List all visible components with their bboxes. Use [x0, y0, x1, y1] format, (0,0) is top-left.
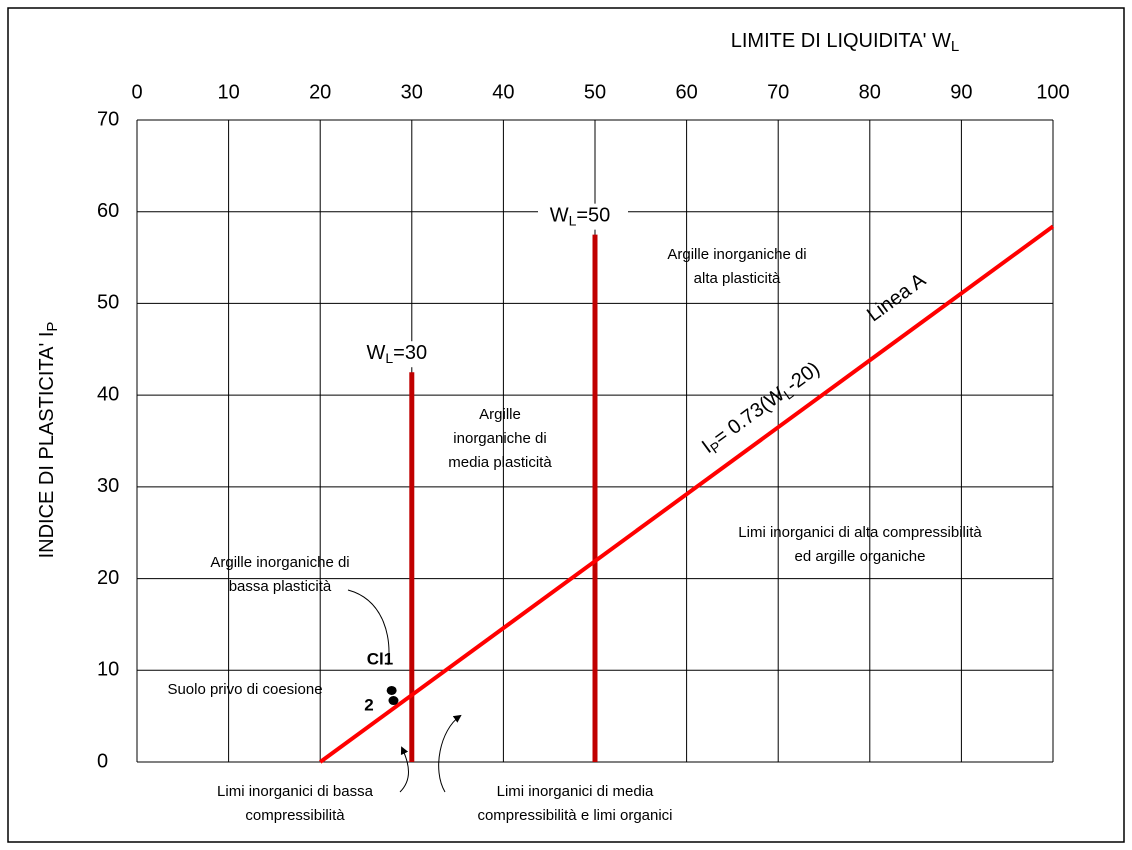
- x-tick-label: 0: [131, 81, 142, 103]
- annotation: Suolo privo di coesione: [167, 681, 322, 698]
- annotation: ed argille organiche: [795, 548, 926, 565]
- y-tick-label: 10: [97, 659, 119, 681]
- y-tick-label: 70: [97, 108, 119, 130]
- x-tick-label: 60: [675, 81, 697, 103]
- text-part: W: [366, 342, 385, 364]
- y-tick-label: 20: [97, 567, 119, 589]
- x-tick-label: 50: [584, 81, 606, 103]
- annotation: Limi inorganici di alta compressibilità: [738, 524, 982, 541]
- point-label: 2: [364, 695, 373, 714]
- annotation: inorganiche di: [453, 430, 546, 447]
- y-tick-label: 40: [97, 383, 119, 405]
- text-part: INDICE DI PLASTICITA' I: [36, 332, 58, 559]
- text-part: =50: [576, 205, 610, 227]
- x-tick-label: 20: [309, 81, 331, 103]
- point-label: Cl1: [367, 649, 393, 668]
- text-part: W: [550, 205, 569, 227]
- annotation: bassa plasticità: [229, 578, 332, 595]
- text-part: =30: [393, 342, 427, 364]
- annotation: Limi inorganici di media: [497, 783, 654, 800]
- label-background: [538, 203, 628, 230]
- subscript: L: [569, 212, 577, 228]
- annotation: Argille inorganiche di: [667, 246, 806, 263]
- y-axis-title: INDICE DI PLASTICITA' IP: [36, 322, 61, 559]
- frame: [7, 7, 1125, 843]
- annotation: compressibilità: [245, 807, 345, 824]
- annotation: Limi inorganici di bassa: [217, 783, 374, 800]
- y-tick-label: 60: [97, 200, 119, 222]
- annotation: compressibilità e limi organici: [477, 807, 672, 824]
- x-axis-title: LIMITE DI LIQUIDITA' WL: [731, 30, 959, 55]
- x-tick-label: 100: [1036, 81, 1069, 103]
- subscript: L: [951, 38, 959, 55]
- annotation: alta plasticità: [694, 270, 781, 287]
- x-tick-label: 80: [859, 81, 881, 103]
- annotation: media plasticità: [448, 454, 552, 471]
- arrow: [438, 714, 462, 793]
- y-tick-label: 50: [97, 292, 119, 314]
- line-label: WL=50: [550, 205, 611, 228]
- x-tick-label: 70: [767, 81, 789, 103]
- label-background: [354, 341, 445, 368]
- annotation: Argille: [479, 406, 521, 423]
- text-part: LIMITE DI LIQUIDITA' W: [731, 30, 951, 52]
- arrow: [347, 589, 390, 666]
- annotation: Argille inorganiche di: [210, 554, 349, 571]
- subscript: P: [44, 322, 61, 332]
- x-tick-label: 30: [401, 81, 423, 103]
- x-tick-label: 40: [492, 81, 514, 103]
- x-tick-label: 90: [950, 81, 972, 103]
- y-tick-label: 30: [97, 475, 119, 497]
- x-tick-label: 10: [217, 81, 239, 103]
- reference-line: [319, 224, 1055, 764]
- line-label: WL=30: [366, 342, 427, 365]
- subscript: L: [385, 350, 393, 366]
- point: [386, 685, 397, 695]
- point: [388, 696, 399, 706]
- arrow: [399, 746, 409, 793]
- y-tick-label: 0: [97, 750, 108, 772]
